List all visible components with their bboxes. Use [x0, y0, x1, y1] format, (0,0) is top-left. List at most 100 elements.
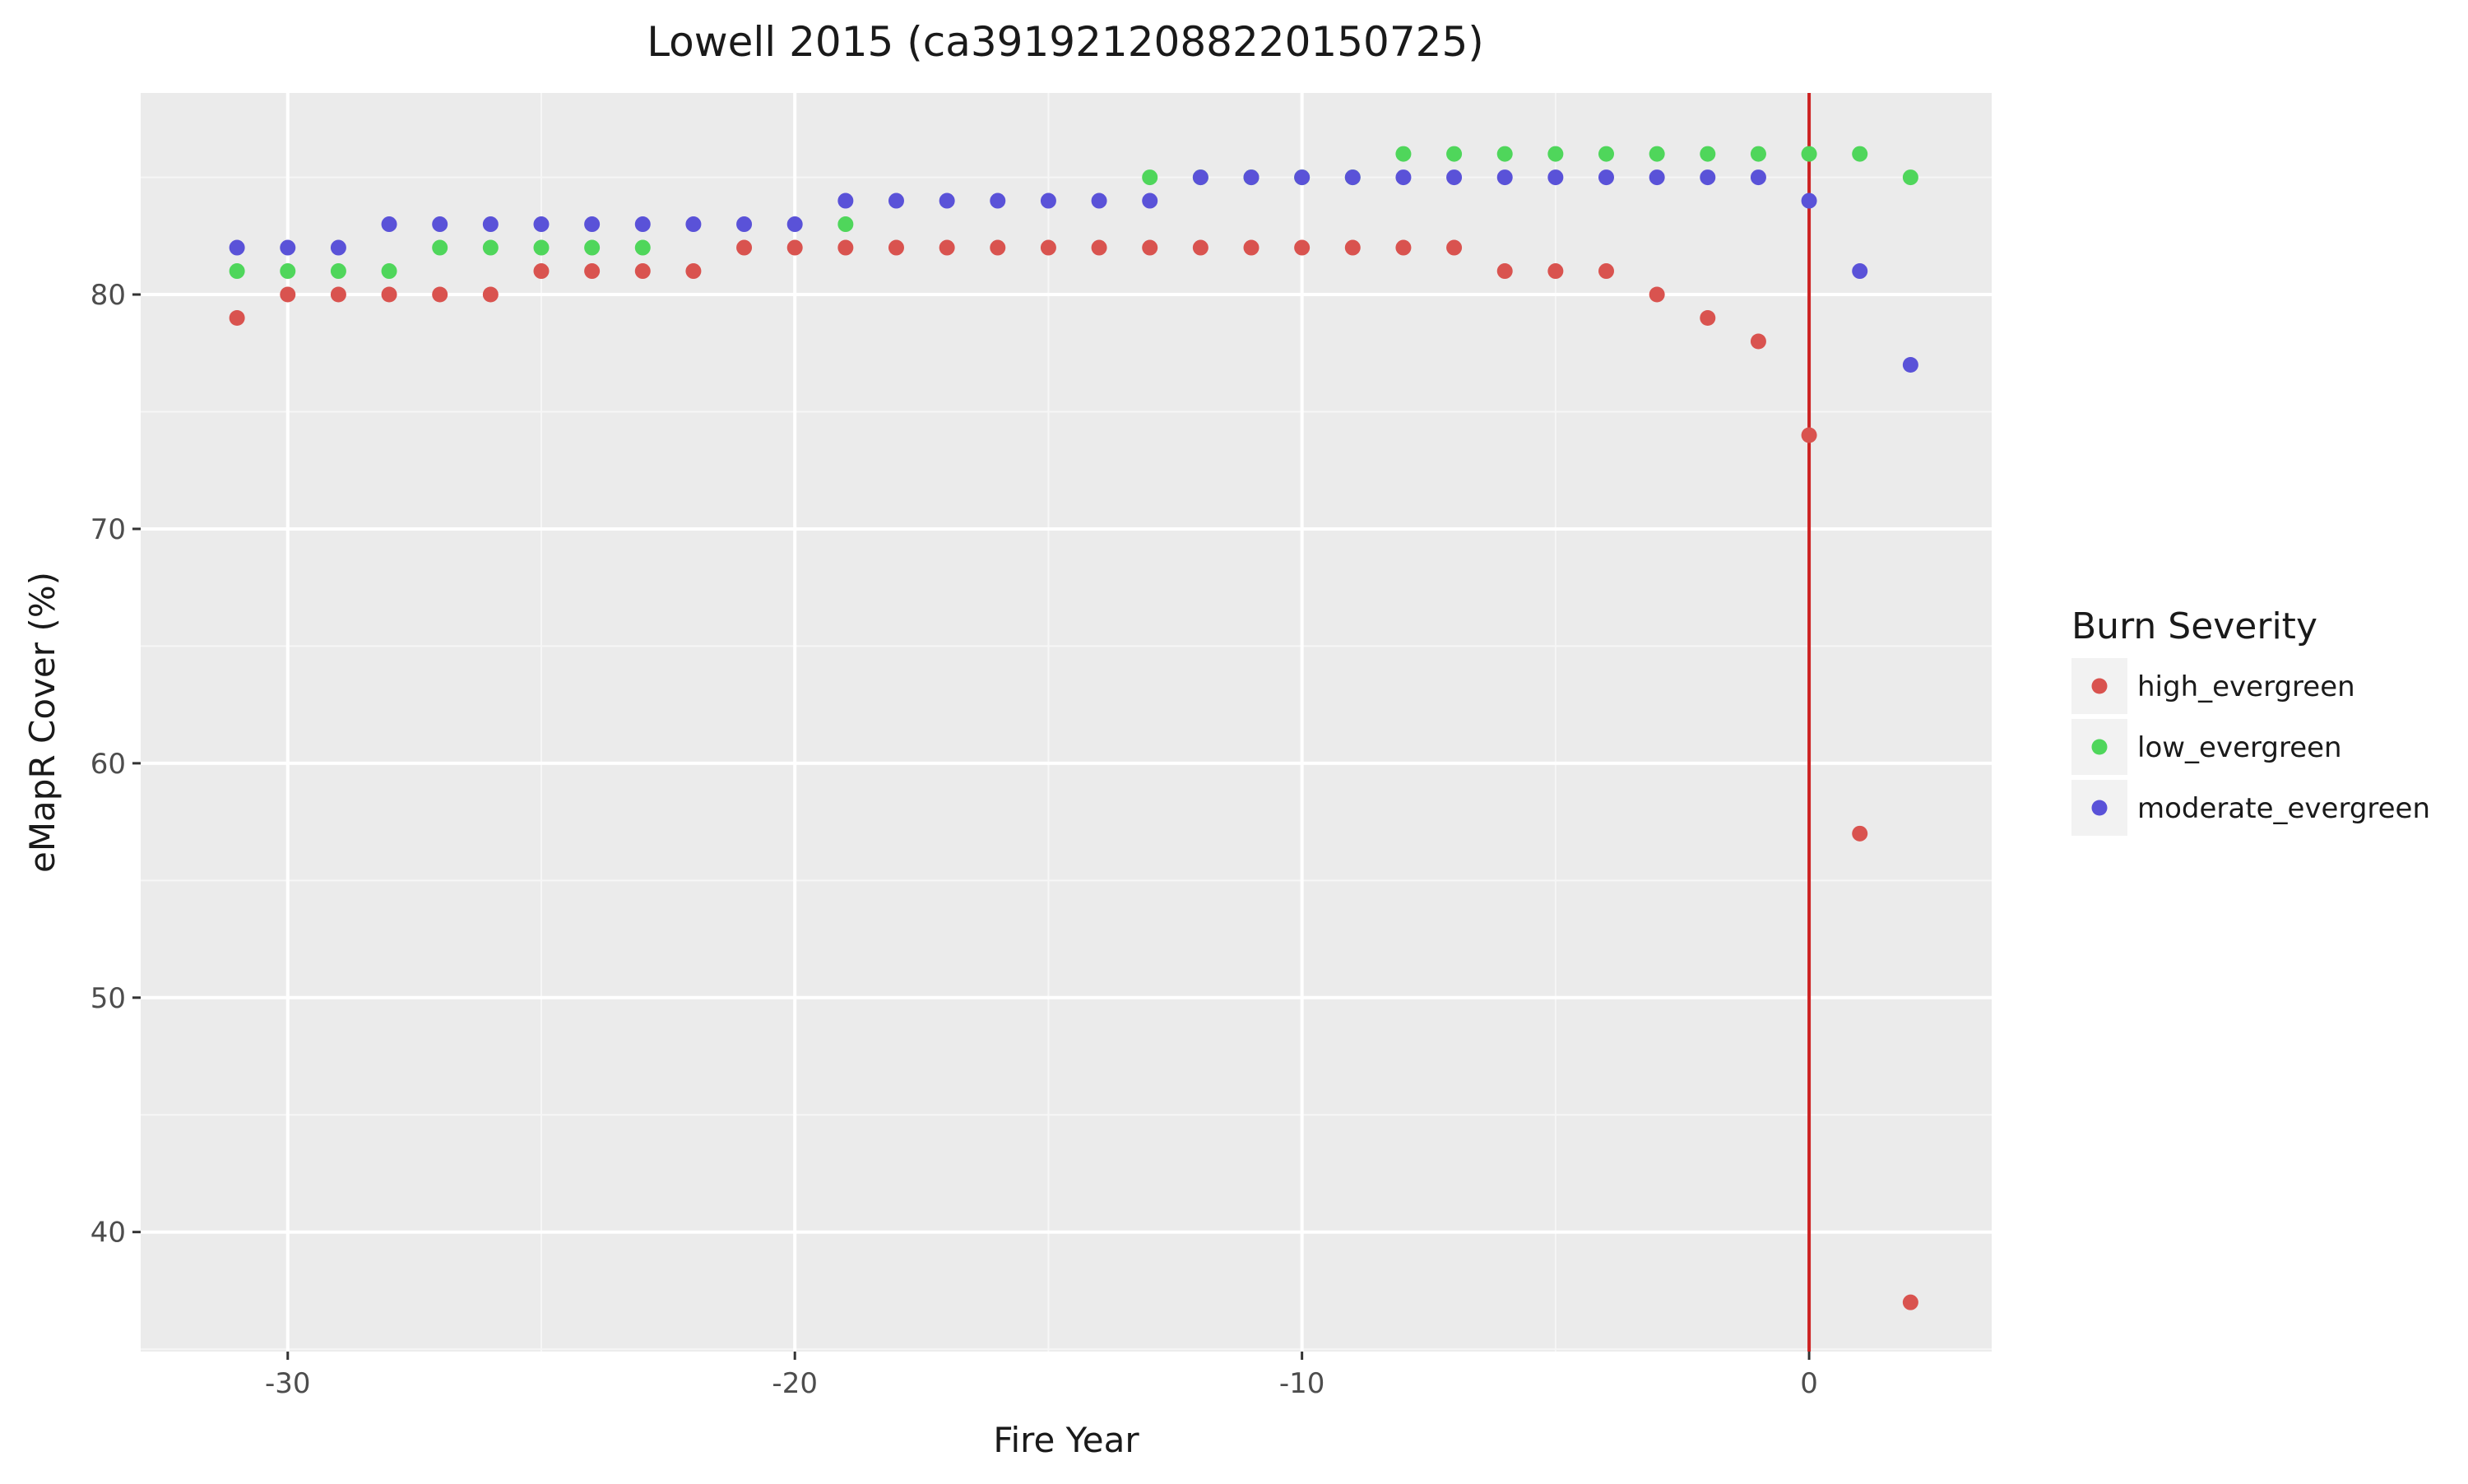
point-low_evergreen	[1801, 146, 1817, 162]
point-low_evergreen	[1142, 169, 1158, 186]
point-high_evergreen	[330, 286, 346, 303]
x-tick-label: -10	[1279, 1367, 1325, 1400]
point-high_evergreen	[1395, 239, 1412, 256]
legend-items: high_evergreen low_evergreen moderate_ever…	[2071, 658, 2430, 836]
point-moderate_evergreen	[330, 239, 346, 256]
point-low_evergreen	[1446, 146, 1463, 162]
legend-label-moderate_evergreen: moderate_evergreen	[2137, 792, 2430, 825]
y-tick-label: 50	[90, 982, 126, 1015]
point-low_evergreen	[634, 239, 651, 256]
y-axis-label: eMapR Cover (%)	[22, 572, 63, 873]
point-moderate_evergreen	[280, 239, 296, 256]
point-high_evergreen	[1142, 239, 1158, 256]
point-moderate_evergreen	[1496, 169, 1513, 186]
point-low_evergreen	[1649, 146, 1665, 162]
point-high_evergreen	[1192, 239, 1208, 256]
point-moderate_evergreen	[381, 216, 397, 233]
point-high_evergreen	[1852, 825, 1868, 842]
point-high_evergreen	[736, 239, 753, 256]
point-high_evergreen	[1446, 239, 1463, 256]
minor-gridlines	[141, 93, 1992, 1352]
x-tick-label: -30	[265, 1367, 311, 1400]
point-moderate_evergreen	[685, 216, 702, 233]
point-low_evergreen	[533, 239, 550, 256]
point-high_evergreen	[1496, 263, 1513, 280]
point-high_evergreen	[1598, 263, 1615, 280]
legend-label-high_evergreen: high_evergreen	[2137, 670, 2355, 703]
point-low_evergreen	[1852, 146, 1868, 162]
point-moderate_evergreen	[1852, 263, 1868, 280]
point-high_evergreen	[685, 263, 702, 280]
legend-title: Burn Severity	[2071, 605, 2317, 647]
point-low_evergreen	[1547, 146, 1564, 162]
point-moderate_evergreen	[1091, 192, 1107, 209]
point-moderate_evergreen	[1700, 169, 1716, 186]
legend-swatch-moderate_evergreen	[2091, 800, 2108, 816]
point-moderate_evergreen	[533, 216, 550, 233]
point-high_evergreen	[280, 286, 296, 303]
point-high_evergreen	[1294, 239, 1311, 256]
point-high_evergreen	[1700, 310, 1716, 327]
point-high_evergreen	[584, 263, 601, 280]
x-tick-label: -20	[772, 1367, 818, 1400]
point-moderate_evergreen	[1902, 357, 1918, 373]
point-low_evergreen	[1598, 146, 1615, 162]
point-low_evergreen	[1902, 169, 1918, 186]
point-moderate_evergreen	[837, 192, 854, 209]
point-low_evergreen	[280, 263, 296, 280]
point-moderate_evergreen	[1142, 192, 1158, 209]
x-tick-label: 0	[1800, 1367, 1818, 1400]
point-moderate_evergreen	[939, 192, 955, 209]
x-axis-ticks: -30 -20 -10 0	[265, 1352, 1818, 1400]
point-low_evergreen	[432, 239, 448, 256]
point-moderate_evergreen	[1243, 169, 1260, 186]
point-low_evergreen	[1750, 146, 1766, 162]
legend-label-low_evergreen: low_evergreen	[2137, 731, 2342, 764]
legend: Burn Severity high_evergreen low_evergree…	[2071, 605, 2430, 836]
point-high_evergreen	[432, 286, 448, 303]
point-high_evergreen	[229, 310, 245, 327]
point-high_evergreen	[786, 239, 803, 256]
point-low_evergreen	[229, 263, 245, 280]
point-high_evergreen	[990, 239, 1006, 256]
legend-swatch-high_evergreen	[2091, 678, 2108, 694]
point-high_evergreen	[1902, 1294, 1918, 1310]
point-high_evergreen	[482, 286, 499, 303]
point-low_evergreen	[1700, 146, 1716, 162]
point-high_evergreen	[634, 263, 651, 280]
point-moderate_evergreen	[786, 216, 803, 233]
y-tick-label: 40	[90, 1217, 126, 1250]
point-high_evergreen	[1243, 239, 1260, 256]
point-moderate_evergreen	[1192, 169, 1208, 186]
point-high_evergreen	[837, 239, 854, 256]
point-moderate_evergreen	[1446, 169, 1463, 186]
y-tick-label: 70	[90, 513, 126, 546]
point-moderate_evergreen	[1750, 169, 1766, 186]
plot-panel	[141, 93, 1992, 1352]
point-high_evergreen	[1750, 333, 1766, 350]
point-moderate_evergreen	[1395, 169, 1412, 186]
point-high_evergreen	[939, 239, 955, 256]
point-moderate_evergreen	[1344, 169, 1361, 186]
point-high_evergreen	[1649, 286, 1665, 303]
point-moderate_evergreen	[736, 216, 753, 233]
point-high_evergreen	[1091, 239, 1107, 256]
x-axis-label: Fire Year	[993, 1420, 1139, 1460]
point-moderate_evergreen	[229, 239, 245, 256]
point-low_evergreen	[330, 263, 346, 280]
point-low_evergreen	[1395, 146, 1412, 162]
point-low_evergreen	[1496, 146, 1513, 162]
y-tick-label: 80	[90, 279, 126, 312]
point-low_evergreen	[482, 239, 499, 256]
chart-title: Lowell 2015 (ca3919212088220150725)	[647, 18, 1484, 66]
point-moderate_evergreen	[1040, 192, 1056, 209]
point-moderate_evergreen	[634, 216, 651, 233]
point-moderate_evergreen	[584, 216, 601, 233]
point-moderate_evergreen	[482, 216, 499, 233]
point-moderate_evergreen	[432, 216, 448, 233]
point-moderate_evergreen	[888, 192, 904, 209]
point-low_evergreen	[381, 263, 397, 280]
point-high_evergreen	[1040, 239, 1056, 256]
